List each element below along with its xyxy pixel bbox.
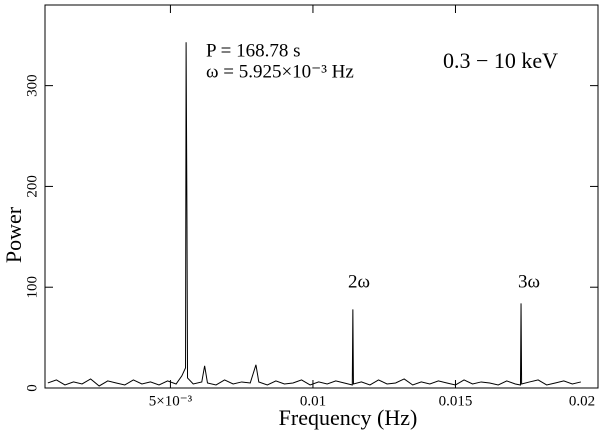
annotation: 2ω bbox=[348, 271, 370, 292]
y-axis-label: Power bbox=[1, 206, 26, 263]
annotation: 0.3 − 10 keV bbox=[443, 48, 558, 73]
y-tick-label: 300 bbox=[24, 74, 40, 97]
annotation: 3ω bbox=[518, 271, 540, 292]
power-line bbox=[47, 42, 582, 387]
y-tick-label: 200 bbox=[24, 175, 40, 198]
x-tick-label: 0.02 bbox=[569, 393, 595, 409]
y-tick-label: 100 bbox=[24, 276, 40, 299]
x-tick-label: 5×10⁻³ bbox=[149, 393, 193, 409]
x-axis-label: Frequency (Hz) bbox=[279, 405, 418, 430]
y-tick-label: 0 bbox=[24, 384, 40, 392]
annotation: ω = 5.925×10⁻³ Hz bbox=[206, 61, 354, 82]
annotation: P = 168.78 s bbox=[206, 40, 300, 61]
x-tick-label: 0.015 bbox=[439, 393, 473, 409]
plot-frame bbox=[44, 4, 599, 389]
x-tick-label: 0.01 bbox=[300, 393, 326, 409]
